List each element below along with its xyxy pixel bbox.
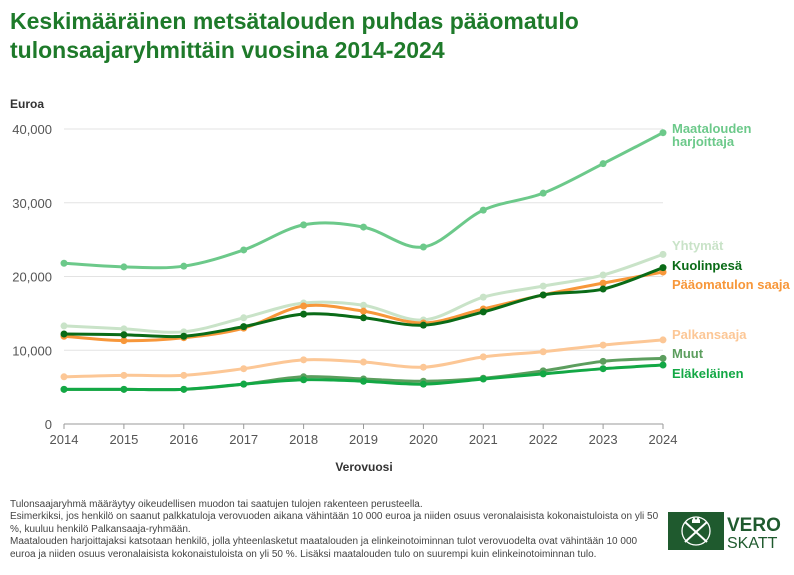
y-tick-label: 20,000 [12, 270, 52, 285]
data-point [539, 370, 547, 378]
data-point [180, 262, 188, 270]
data-point [539, 282, 547, 290]
data-point [539, 189, 547, 197]
x-tick-label: 2018 [289, 432, 318, 447]
data-point [240, 323, 248, 331]
data-point [599, 341, 607, 349]
data-point [360, 358, 367, 366]
data-point [659, 361, 667, 369]
data-point [539, 348, 547, 356]
line-chart: 0 10,000 20,000 30,000 40,000 2014 2015 2016 201… [10, 97, 791, 474]
data-point [539, 291, 547, 299]
data-point [360, 377, 367, 385]
x-axis-title: Verovuosi [335, 460, 392, 474]
series-label: Muut [672, 346, 704, 361]
data-point [60, 259, 68, 267]
data-point [599, 285, 607, 293]
data-point [120, 385, 128, 393]
series-label: Maatalouden [672, 121, 752, 136]
series-line [63, 131, 664, 270]
data-point [180, 385, 188, 393]
svg-text:VERO: VERO [727, 515, 781, 536]
x-tick-label: 2014 [50, 432, 79, 447]
data-point [240, 365, 248, 373]
data-point [180, 332, 188, 340]
x-tick-label: 2021 [469, 432, 498, 447]
vero-skatt-logo: VERO SKATT [668, 512, 781, 550]
data-point [300, 356, 308, 364]
data-point [360, 314, 367, 322]
data-point [659, 250, 667, 258]
series-label: harjoittaja [672, 134, 735, 149]
data-point [599, 279, 607, 287]
data-point [659, 264, 667, 272]
svg-text:SKATT: SKATT [727, 535, 778, 550]
data-point [120, 371, 128, 379]
data-point [120, 325, 128, 333]
data-point [120, 337, 128, 345]
y-tick-label: 40,000 [12, 122, 52, 137]
x-tick-label: 2019 [349, 432, 378, 447]
data-point [120, 263, 128, 271]
footnote: Maatalouden harjoittajaksi katsotaan hen… [10, 536, 638, 560]
data-point [60, 385, 68, 393]
y-tick-label: 10,000 [12, 343, 52, 358]
series-label: Palkansaaja [672, 327, 747, 342]
data-point [419, 363, 427, 371]
x-tick-label: 2024 [649, 432, 678, 447]
data-point [240, 380, 248, 388]
data-point [479, 353, 487, 361]
y-axis-title: Euroa [10, 97, 44, 111]
data-point [419, 321, 427, 329]
data-point [180, 371, 188, 379]
series-label: Pääomatulon saaja [672, 277, 791, 292]
chart-title: Keskimääräinen metsätalouden puhdas pääo… [10, 8, 579, 63]
data-point [419, 380, 427, 388]
series-label: Kuolinpesä [672, 258, 743, 273]
data-point [300, 310, 308, 318]
x-tick-label: 2015 [109, 432, 138, 447]
data-point [599, 365, 607, 373]
data-point [479, 293, 487, 301]
data-point [479, 375, 487, 383]
x-tick-label: 2020 [409, 432, 438, 447]
x-tick-label: 2017 [229, 432, 258, 447]
y-tick-label: 30,000 [12, 196, 52, 211]
data-point [300, 376, 308, 384]
x-tick-label: 2016 [169, 432, 198, 447]
series-label: Yhtymät [672, 238, 724, 253]
data-point [240, 246, 248, 254]
data-point [300, 221, 308, 229]
data-point [120, 331, 128, 339]
data-point [360, 223, 367, 231]
data-point [60, 322, 68, 330]
data-point [599, 357, 607, 365]
x-tick-label: 2022 [529, 432, 558, 447]
data-point [300, 302, 308, 310]
y-tick-label: 0 [45, 417, 52, 432]
data-point [419, 243, 427, 251]
data-point [479, 308, 487, 316]
data-point [479, 206, 487, 214]
footnote: Tulonsaajaryhmä määräytyy oikeudellisen … [10, 499, 423, 510]
series-label: Eläkeläinen [672, 366, 744, 381]
data-point [60, 373, 68, 381]
data-point [599, 160, 607, 168]
x-tick-label: 2023 [589, 432, 618, 447]
footnote: Esimerkiksi, jos henkilö on saanut palkk… [10, 511, 659, 535]
data-point [360, 307, 367, 315]
data-point [659, 354, 667, 362]
data-point [599, 271, 607, 279]
data-point [659, 336, 667, 344]
data-point [60, 330, 68, 338]
data-point [659, 129, 667, 137]
data-point [240, 314, 248, 322]
footnotes: Tulonsaajaryhmä määräytyy oikeudellisen … [10, 499, 660, 561]
data-point [360, 301, 367, 309]
